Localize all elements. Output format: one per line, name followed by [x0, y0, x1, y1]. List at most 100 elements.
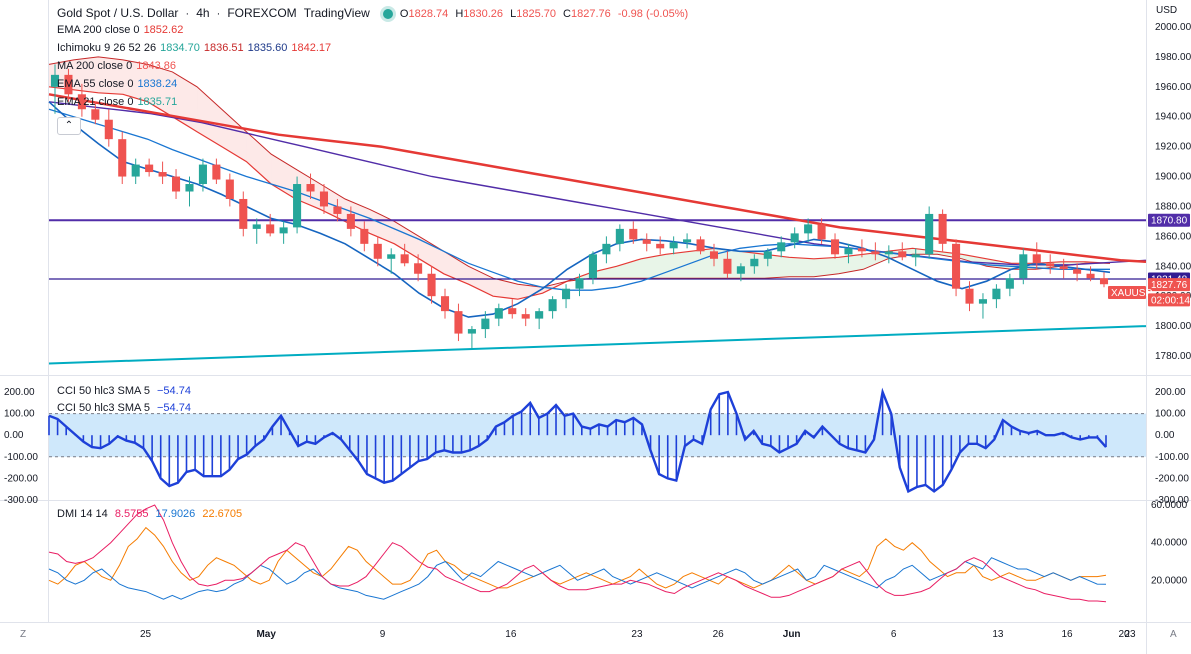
candle-body[interactable]: [1046, 263, 1055, 267]
candle-body[interactable]: [884, 251, 893, 255]
candle-body[interactable]: [669, 242, 678, 249]
cci-pane[interactable]: 200.00 100.00 0.00 -100.00 -200.00 -300.00: [4, 387, 1146, 506]
candle-body[interactable]: [414, 263, 423, 274]
candle-body[interactable]: [1059, 266, 1068, 270]
candle-body[interactable]: [185, 184, 194, 192]
candle-body[interactable]: [777, 242, 786, 252]
candle-body[interactable]: [266, 224, 275, 234]
indicator-legend[interactable]: EMA 200 close 0 1852.62: [57, 24, 187, 36]
candle-body[interactable]: [198, 164, 207, 185]
candle-body[interactable]: [212, 164, 221, 180]
dmi-plus-line[interactable]: [48, 557, 1107, 600]
candle-body[interactable]: [978, 299, 987, 304]
candle-body[interactable]: [104, 119, 113, 140]
candle-body[interactable]: [481, 318, 490, 330]
candle-body[interactable]: [1086, 273, 1095, 279]
candle-body[interactable]: [925, 213, 934, 255]
cci-legend[interactable]: CCI 50 hlc3 SMA 5 −54.74: [57, 385, 195, 397]
candle-body[interactable]: [467, 329, 476, 334]
dmi-minus-line[interactable]: [48, 526, 1107, 589]
auto-scale-button[interactable]: A: [1170, 629, 1177, 640]
candle-body[interactable]: [763, 251, 772, 259]
indicator-legend[interactable]: EMA 55 close 0 1838.24: [57, 78, 181, 90]
candle-body[interactable]: [454, 311, 463, 334]
candle-body[interactable]: [400, 254, 409, 264]
candle-body[interactable]: [387, 254, 396, 259]
candle-body[interactable]: [992, 288, 1001, 300]
currency-label[interactable]: USD: [1156, 5, 1178, 16]
candle-body[interactable]: [830, 239, 840, 255]
candle-body[interactable]: [736, 266, 745, 274]
indicator-legend[interactable]: MA 200 close 0 1843.86: [57, 60, 180, 72]
dmi-legend[interactable]: DMI 14 14 8.5755 17.9026 22.6705: [57, 508, 246, 520]
candle-body[interactable]: [656, 243, 665, 249]
cci-legend[interactable]: CCI 50 hlc3 SMA 5 −54.74: [57, 402, 195, 414]
candle-body[interactable]: [1019, 254, 1028, 279]
candle-body[interactable]: [938, 213, 947, 244]
collapse-legend-button[interactable]: ⌃: [57, 117, 81, 135]
candle-body[interactable]: [494, 308, 503, 319]
price-pane[interactable]: [48, 56, 1147, 365]
candle-body[interactable]: [131, 164, 140, 177]
candle-body[interactable]: [696, 239, 705, 252]
candle-body[interactable]: [373, 243, 382, 259]
candle-body[interactable]: [952, 243, 961, 289]
candle-body[interactable]: [562, 288, 571, 300]
cci-line[interactable]: [48, 387, 1107, 494]
dmi-pane[interactable]: [48, 504, 1107, 603]
dmi-adx-line[interactable]: [48, 504, 1107, 603]
candle-body[interactable]: [602, 243, 611, 255]
candle-body[interactable]: [91, 109, 100, 120]
candle-body[interactable]: [521, 314, 530, 319]
candle-body[interactable]: [1099, 278, 1109, 285]
candle-body[interactable]: [790, 233, 799, 243]
trendline[interactable]: [48, 325, 1147, 365]
candle-body[interactable]: [64, 74, 73, 95]
candle-body[interactable]: [333, 206, 342, 214]
candle-body[interactable]: [642, 239, 651, 244]
candle-body[interactable]: [225, 179, 234, 199]
candle-body[interactable]: [709, 251, 719, 259]
candle-body[interactable]: [279, 227, 288, 234]
candle-body[interactable]: [965, 288, 974, 304]
candle-body[interactable]: [118, 139, 127, 177]
candle-body[interactable]: [293, 184, 302, 228]
candle-body[interactable]: [508, 308, 517, 315]
candle-body[interactable]: [548, 299, 557, 312]
candle-body[interactable]: [804, 224, 813, 234]
candle-body[interactable]: [306, 184, 315, 192]
candle-body[interactable]: [817, 224, 826, 240]
price-tag[interactable]: [1148, 278, 1190, 292]
candle-body[interactable]: [50, 74, 60, 87]
candle-body[interactable]: [239, 198, 248, 229]
candle-body[interactable]: [588, 254, 597, 279]
candle-body[interactable]: [750, 258, 759, 267]
price-tag[interactable]: [1148, 293, 1190, 307]
candle-body[interactable]: [158, 172, 167, 177]
candle-body[interactable]: [844, 248, 853, 255]
candle-body[interactable]: [871, 251, 880, 255]
candle-body[interactable]: [1005, 278, 1014, 289]
candle-body[interactable]: [535, 311, 544, 319]
candle-body[interactable]: [427, 273, 436, 297]
candle-body[interactable]: [252, 224, 261, 229]
indicator-legend[interactable]: Ichimoku 9 26 52 26 1834.70 1836.51 1835.60…: [57, 42, 335, 54]
candle-body[interactable]: [898, 251, 907, 258]
candle-body[interactable]: [575, 278, 584, 289]
candle-body[interactable]: [319, 191, 329, 207]
candle-body[interactable]: [615, 228, 624, 244]
price-axis[interactable]: 200.00 100.00 0.00 -100.00 -200.00 -300.0060.…: [1108, 22, 1191, 586]
candle-body[interactable]: [346, 213, 355, 229]
candle-body[interactable]: [360, 228, 369, 244]
candle-body[interactable]: [857, 248, 866, 252]
candle-body[interactable]: [1032, 254, 1041, 264]
candle-body[interactable]: [77, 94, 86, 110]
candle-body[interactable]: [1073, 269, 1082, 274]
timezone-button[interactable]: Z: [20, 629, 27, 640]
candle-body[interactable]: [911, 254, 920, 258]
ema-200-line[interactable]: [48, 93, 1147, 264]
candle-body[interactable]: [683, 239, 692, 243]
price-tag[interactable]: [1148, 213, 1190, 227]
